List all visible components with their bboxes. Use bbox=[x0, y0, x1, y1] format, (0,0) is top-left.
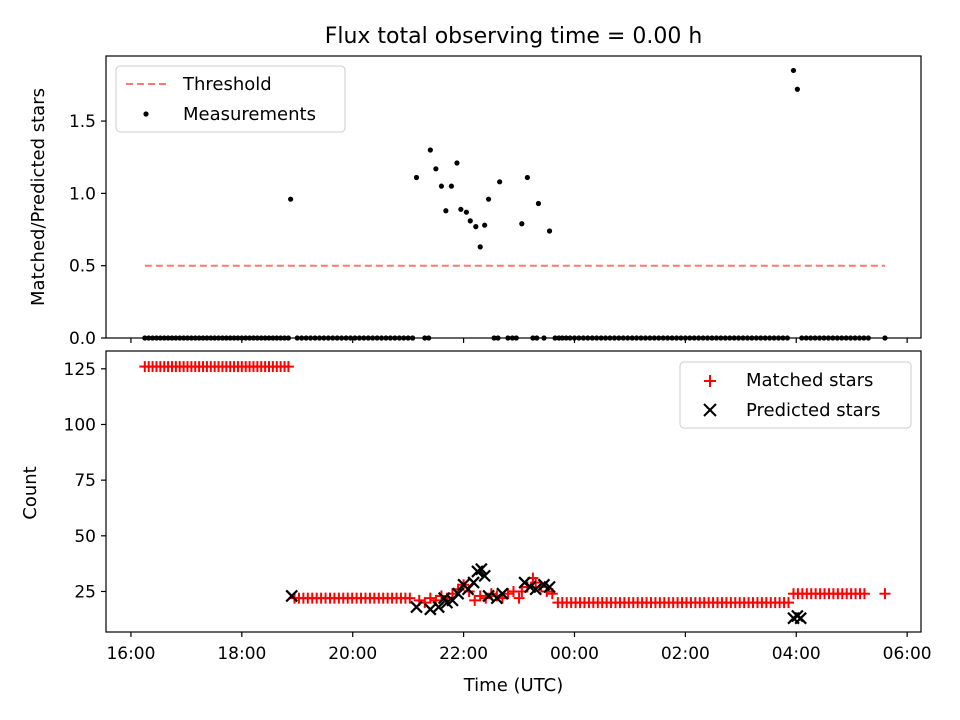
measurement-point bbox=[477, 244, 483, 250]
predicted-star-marker bbox=[432, 600, 445, 614]
predicted-star-marker bbox=[467, 576, 480, 589]
matched-star-marker bbox=[424, 592, 436, 604]
matched-star-marker bbox=[782, 597, 794, 609]
matched-star-marker bbox=[282, 361, 294, 373]
top-y-tick-label: 0.0 bbox=[69, 329, 96, 349]
top-y-tick-label: 1.0 bbox=[69, 184, 96, 204]
measurement-point bbox=[485, 196, 492, 202]
measurement-point bbox=[524, 174, 530, 181]
top-plot-frame bbox=[105, 55, 922, 339]
x-tick-label: 22:00 bbox=[439, 644, 488, 664]
bottom-legend: Matched stars Predicted stars bbox=[679, 361, 912, 429]
measurement-point bbox=[546, 228, 553, 234]
measurement-point bbox=[519, 221, 525, 227]
x-tick-label: 16:00 bbox=[106, 644, 155, 664]
legend-threshold-label: Threshold bbox=[182, 74, 272, 95]
measurement-point bbox=[463, 209, 469, 215]
bottom-plot-frame bbox=[105, 350, 922, 633]
predicted-star-marker bbox=[794, 611, 807, 625]
x-tick-label: 02:00 bbox=[661, 644, 710, 664]
measurement-point bbox=[790, 67, 797, 74]
bottom-y-axis-label: Count bbox=[20, 466, 41, 519]
legend-measurements-label: Measurements bbox=[183, 104, 316, 125]
predicted-star-marker bbox=[475, 562, 488, 576]
matched-star-marker bbox=[502, 588, 514, 600]
x-tick-label: 20:00 bbox=[328, 644, 377, 664]
x-tick-label: 00:00 bbox=[550, 644, 599, 664]
matched-star-marker bbox=[469, 594, 481, 606]
measurement-point bbox=[535, 200, 542, 207]
predicted-stars-markers bbox=[285, 562, 807, 625]
measurement-point bbox=[288, 196, 294, 202]
top-panel: 0.0 0.5 1.0 1.5 Matched/Predicted stars Thr… bbox=[28, 55, 922, 349]
measurement-point bbox=[438, 183, 445, 189]
bottom-panel: 25 50 75 100 125 16:00 18:00 20:00 22:00 00:00 02… bbox=[20, 350, 932, 696]
predicted-star-marker bbox=[496, 587, 509, 600]
top-legend: Threshold Measurements bbox=[115, 65, 346, 133]
top-legend-box bbox=[115, 65, 346, 133]
predicted-star-marker bbox=[529, 582, 542, 596]
matched-star-marker bbox=[858, 588, 870, 600]
predicted-star-marker bbox=[285, 589, 299, 603]
x-tick-label: 18:00 bbox=[217, 644, 266, 664]
top-x-ticks bbox=[130, 338, 908, 343]
legend-predicted-label: Predicted stars bbox=[746, 400, 880, 421]
bottom-y-tick-label: 75 bbox=[74, 471, 96, 491]
matched-star-marker bbox=[474, 590, 486, 602]
measurement-point bbox=[454, 160, 460, 166]
top-y-tick-label: 0.5 bbox=[69, 257, 96, 277]
measurement-point bbox=[443, 208, 449, 214]
predicted-star-marker bbox=[451, 587, 465, 600]
x-axis-label: Time (UTC) bbox=[463, 675, 564, 696]
matched-star-marker bbox=[513, 592, 525, 604]
matched-star-marker bbox=[404, 592, 416, 604]
measurement-point bbox=[458, 206, 464, 212]
x-tick-label: 06:00 bbox=[883, 644, 932, 664]
top-y-axis-label: Matched/Predicted stars bbox=[28, 88, 49, 306]
matched-star-marker bbox=[879, 588, 891, 600]
predicted-star-marker bbox=[410, 600, 423, 614]
top-y-tick-label: 1.5 bbox=[69, 112, 96, 132]
bottom-legend-box bbox=[679, 361, 912, 429]
predicted-star-marker bbox=[478, 569, 491, 583]
legend-matched-swatch bbox=[704, 375, 716, 387]
measurement-point bbox=[794, 86, 800, 92]
top-y-ticks: 0.0 0.5 1.0 1.5 bbox=[69, 112, 106, 349]
bottom-y-ticks: 25 50 75 100 125 bbox=[64, 360, 106, 602]
measurement-point bbox=[433, 166, 439, 172]
bottom-y-tick-label: 25 bbox=[74, 582, 96, 602]
legend-measurements-swatch bbox=[143, 111, 149, 117]
bottom-y-tick-label: 100 bbox=[64, 415, 96, 435]
bottom-y-tick-label: 50 bbox=[74, 527, 96, 547]
predicted-star-marker bbox=[543, 580, 556, 594]
measurement-point bbox=[482, 222, 488, 228]
measurement-point bbox=[448, 183, 455, 189]
measurement-point bbox=[467, 218, 473, 224]
bottom-y-tick-label: 125 bbox=[64, 360, 96, 380]
measurement-point bbox=[413, 174, 420, 181]
legend-matched-label: Matched stars bbox=[746, 370, 873, 391]
legend-predicted-swatch bbox=[703, 403, 717, 417]
measurement-point bbox=[427, 147, 433, 153]
measurement-point bbox=[497, 179, 503, 185]
x-tick-label: 04:00 bbox=[772, 644, 821, 664]
bottom-x-ticks: 16:00 18:00 20:00 22:00 00:00 02:00 04:00 06:00 bbox=[106, 632, 932, 664]
measurement-point bbox=[473, 224, 479, 230]
measurement-points bbox=[142, 67, 888, 341]
chart-title: Flux total observing time = 0.00 h bbox=[325, 24, 703, 49]
